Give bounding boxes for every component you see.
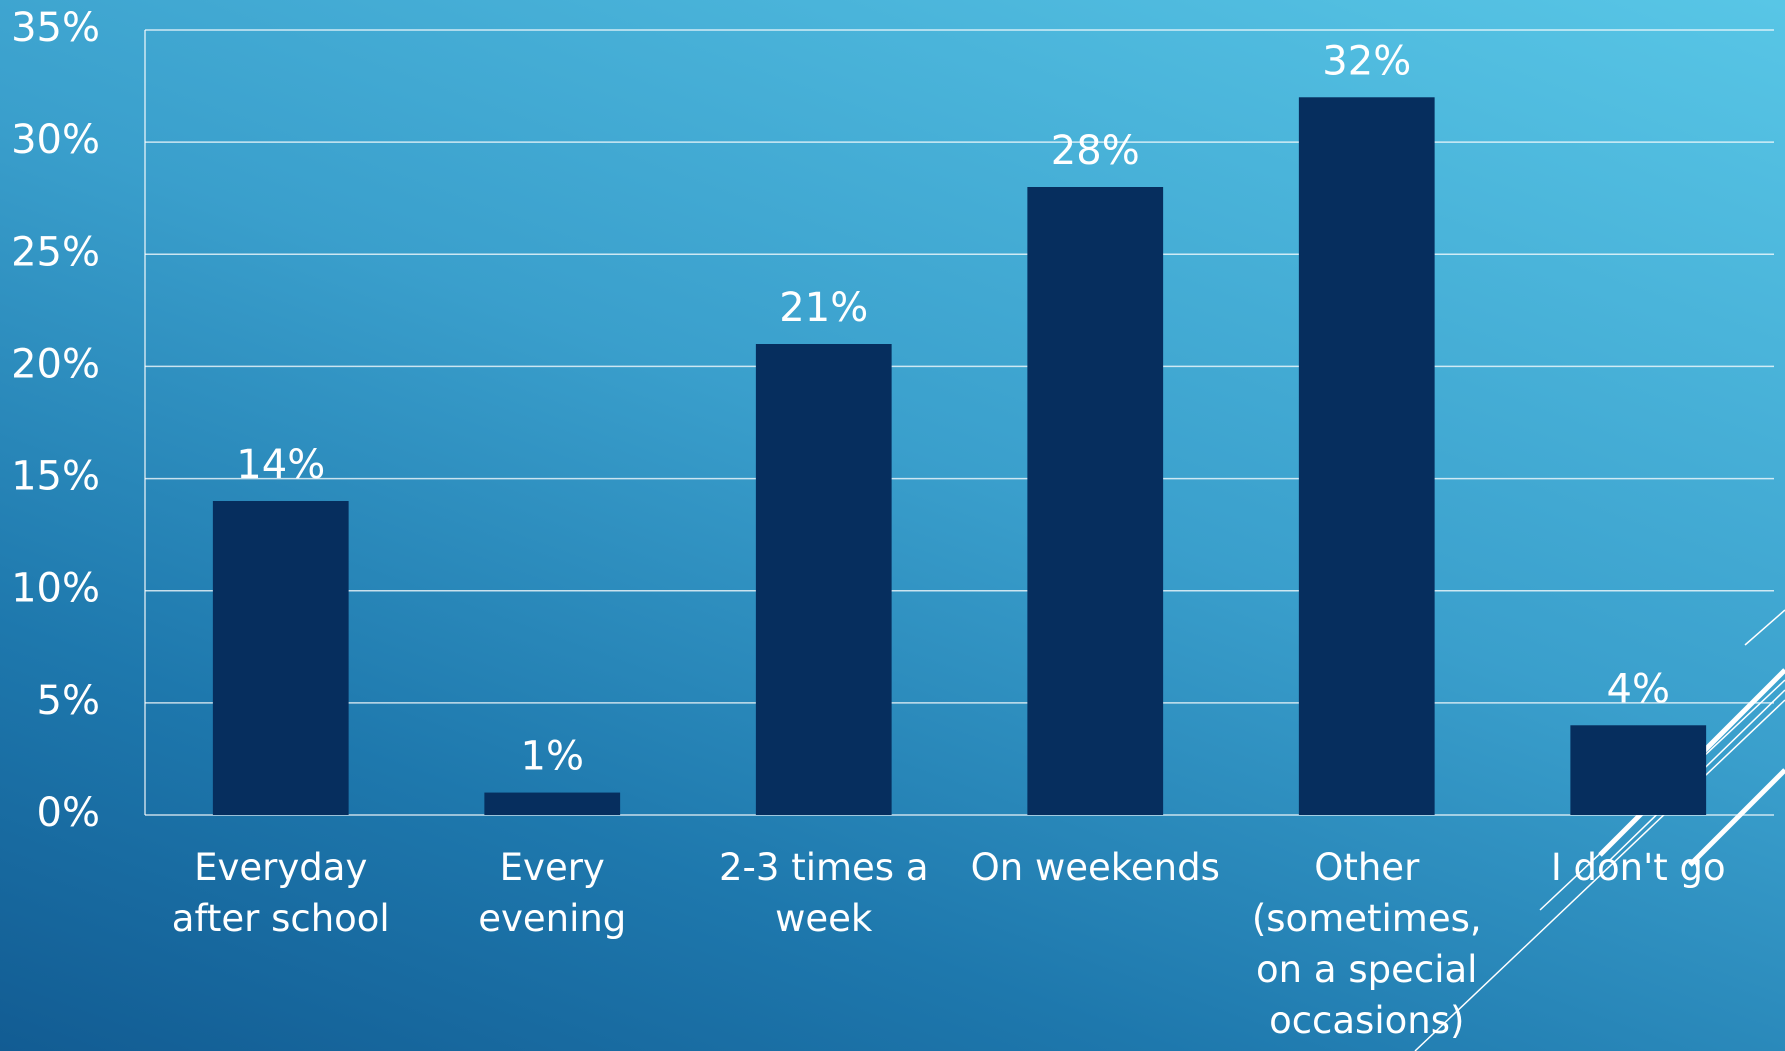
y-tick-label: 25% — [11, 229, 100, 275]
bar — [1027, 187, 1164, 815]
x-tick-label: Other (sometimes, on a special occasions… — [1251, 846, 1482, 1042]
x-tick-label: I don't go — [1550, 846, 1726, 889]
bar — [484, 792, 621, 815]
bar — [1570, 725, 1707, 815]
x-tick-label: On weekends — [970, 846, 1220, 889]
y-tick-label: 5% — [37, 678, 100, 724]
bar — [212, 501, 349, 815]
y-tick-label: 20% — [11, 341, 100, 387]
y-tick-label: 35% — [11, 5, 100, 51]
x-tick-label: Everyday after school — [171, 846, 390, 940]
value-label: 32% — [1322, 38, 1411, 84]
value-label: 28% — [1051, 128, 1140, 174]
bar — [1298, 97, 1435, 816]
y-tick-label: 10% — [11, 566, 100, 612]
y-tick-label: 0% — [37, 790, 100, 836]
value-label: 4% — [1607, 666, 1670, 712]
bar — [755, 344, 892, 815]
x-tick-label: 2-3 times a week — [719, 846, 929, 940]
y-tick-label: 15% — [11, 454, 100, 500]
x-tick-label: Every evening — [478, 846, 627, 940]
value-label: 1% — [521, 734, 584, 780]
value-label: 21% — [779, 285, 868, 331]
value-label: 14% — [236, 442, 325, 488]
y-tick-label: 30% — [11, 117, 100, 163]
